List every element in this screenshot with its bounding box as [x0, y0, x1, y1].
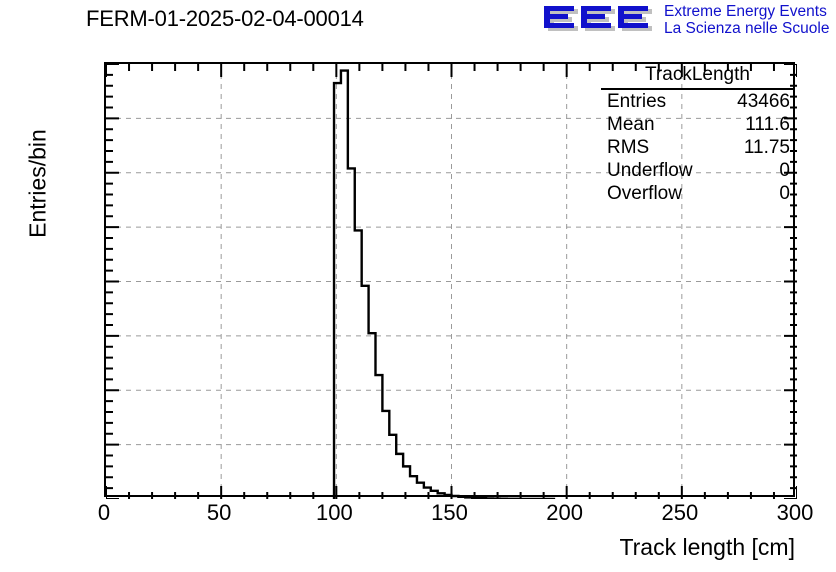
statistics-key: Mean: [607, 114, 655, 135]
x-tick-label: 300: [776, 500, 814, 525]
statistics-value: 0: [779, 183, 790, 204]
eee-logo-mark-icon: [544, 6, 652, 31]
x-tick-labels: 0 50 100 150 200 250 300: [98, 500, 813, 534]
statistics-value: 43466: [737, 91, 790, 112]
statistics-row: Entries 43466: [601, 90, 794, 113]
histogram-polyline: [332, 69, 556, 499]
x-tick-label: 50: [206, 500, 232, 525]
plot-frame: [104, 62, 797, 499]
x-tick-label: 150: [431, 500, 468, 525]
statistics-row: Mean 111.6: [601, 113, 794, 136]
statistics-key: RMS: [607, 137, 650, 158]
statistics-row: Overflow 0: [601, 182, 794, 205]
statistics-rows: Entries 43466 Mean 111.6 RMS 11.75 Underflow 0 O…: [601, 90, 794, 205]
statistics-box: TrackLength Entries 43466 Mean 111.6 RMS 11.7…: [601, 63, 794, 205]
statistics-key: Underflow: [607, 160, 693, 181]
statistics-key: Entries: [607, 91, 667, 112]
x-tick-label: 250: [661, 500, 699, 525]
statistics-row: RMS 11.75: [601, 136, 794, 159]
x-tick-label: 200: [546, 500, 584, 525]
statistics-row: Underflow 0: [601, 159, 794, 182]
grid-and-ticks: [106, 64, 797, 499]
page-title: FERM-01-2025-02-04-00014: [86, 6, 364, 31]
eee-logo-line2: La Scienza nelle Scuole: [664, 20, 830, 37]
x-axis-label: Track length [cm]: [619, 534, 795, 560]
statistics-title: TrackLength: [601, 63, 794, 90]
x-tick-label: 0: [97, 500, 111, 525]
statistics-value: 111.6: [745, 114, 790, 135]
statistics-value: 11.75: [743, 137, 790, 158]
eee-logo: Extreme Energy Events La Scienza nelle S…: [542, 3, 836, 37]
statistics-value: 0: [779, 160, 790, 181]
eee-logo-line1: Extreme Energy Events: [664, 3, 827, 20]
x-tick-label: 100: [315, 500, 353, 525]
y-axis-label: Entries/bin: [24, 129, 51, 238]
eee-logo-text: Extreme Energy Events La Scienza nelle S…: [664, 3, 829, 37]
histogram-curve: [332, 69, 556, 499]
statistics-key: Overflow: [607, 183, 682, 204]
